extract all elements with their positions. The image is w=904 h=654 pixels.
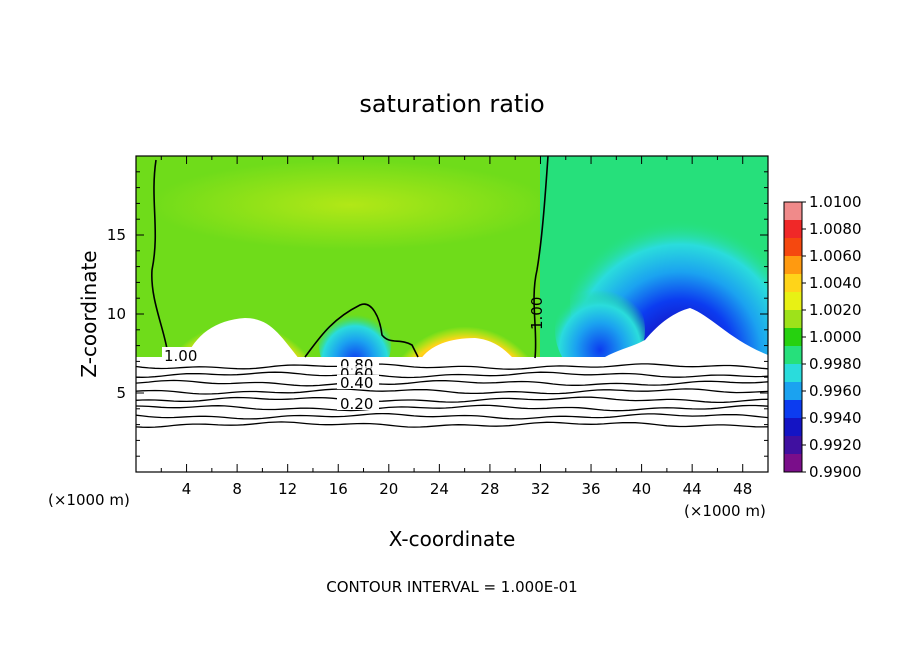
colorbar-swatch [784, 382, 802, 401]
colorbar-swatch [784, 436, 802, 455]
contour-line [136, 396, 768, 404]
cloud-core-west [185, 318, 300, 360]
x-unit-right: (×1000 m) [684, 502, 766, 520]
y-axis-label: Z-coordinate [77, 250, 101, 377]
x-tick-label: 12 [278, 480, 297, 498]
colorbar-label: 1.0000 [809, 328, 862, 346]
cloud-core-east [600, 308, 768, 360]
colorbar-label: 0.9980 [809, 355, 862, 373]
x-tick-label: 44 [683, 480, 702, 498]
colorbar-swatch [784, 202, 802, 221]
x-tick-label: 8 [232, 480, 242, 498]
contour-line [136, 412, 768, 420]
contour-1-00-pocket [304, 303, 419, 358]
contour-line [136, 421, 768, 428]
colorbar-label: 0.9900 [809, 463, 862, 481]
colorbar-label: 0.9920 [809, 436, 862, 454]
colorbar-label: 0.9960 [809, 382, 862, 400]
contour-1-00-east [533, 156, 549, 359]
colorbar-label: 1.0100 [809, 193, 862, 211]
x-axis-label: X-coordinate [389, 527, 516, 551]
x-tick-label: 32 [531, 480, 550, 498]
y-axis: 5 10 15 [107, 171, 768, 457]
contour-interval-note: CONTOUR INTERVAL = 1.000E-01 [326, 578, 577, 596]
colorbar-swatch [784, 418, 802, 437]
x-tick-label: 36 [581, 480, 600, 498]
y-tick-label: 15 [107, 226, 126, 244]
colorbar-label: 1.0060 [809, 247, 862, 265]
colorbar-swatch [784, 256, 802, 275]
colorbar: 1.0100 1.0080 1.0060 1.0040 1.0020 1.0000 0.99… [783, 193, 862, 481]
contour-line [136, 379, 768, 387]
x-axis: 4 8 12 16 20 24 28 32 36 40 44 48 [160, 156, 752, 498]
x-tick-label: 28 [480, 480, 499, 498]
contour-line [136, 404, 768, 412]
contour-1-00-west [151, 159, 169, 356]
contour-labels: 1.00 1.00 0.80 0.60 0.40 0.20 [162, 297, 546, 413]
contour-label-east: 1.00 [528, 297, 546, 330]
colorbar-swatch [784, 346, 802, 365]
colorbar-swatch [784, 400, 802, 419]
field-light-region [150, 160, 550, 250]
x-tick-label: 20 [379, 480, 398, 498]
contour-label-0-40: 0.40 [340, 374, 373, 392]
chart-title: saturation ratio [359, 90, 544, 118]
colorbar-label: 0.9940 [809, 409, 862, 427]
contour-line [136, 388, 768, 395]
contour-label-0-20: 0.20 [340, 395, 373, 413]
colorbar-label: 1.0080 [809, 220, 862, 238]
y-tick-label: 5 [116, 384, 126, 402]
colorbar-swatch [784, 292, 802, 311]
x-tick-label: 24 [430, 480, 449, 498]
contour-line [136, 371, 768, 379]
colorbar-swatch [784, 238, 802, 257]
x-tick-label: 40 [632, 480, 651, 498]
colorbar-label: 1.0040 [809, 274, 862, 292]
cloud-core-center [420, 338, 515, 360]
colorbar-swatch [784, 364, 802, 383]
colorbar-swatch [784, 274, 802, 293]
colorbar-swatch [784, 454, 802, 473]
y-tick-label: 10 [107, 305, 126, 323]
x-tick-label: 4 [182, 480, 192, 498]
lower-contours [136, 363, 768, 428]
colorbar-swatch [784, 310, 802, 329]
x-tick-label: 16 [329, 480, 348, 498]
colorbar-label: 1.0020 [809, 301, 862, 319]
x-tick-label: 48 [733, 480, 752, 498]
contour-label-west: 1.00 [164, 347, 197, 365]
plot-area [136, 156, 768, 472]
contour-line [136, 363, 768, 370]
x-unit-left: (×1000 m) [48, 491, 130, 509]
colorbar-swatch [784, 220, 802, 239]
colorbar-swatch [784, 328, 802, 347]
